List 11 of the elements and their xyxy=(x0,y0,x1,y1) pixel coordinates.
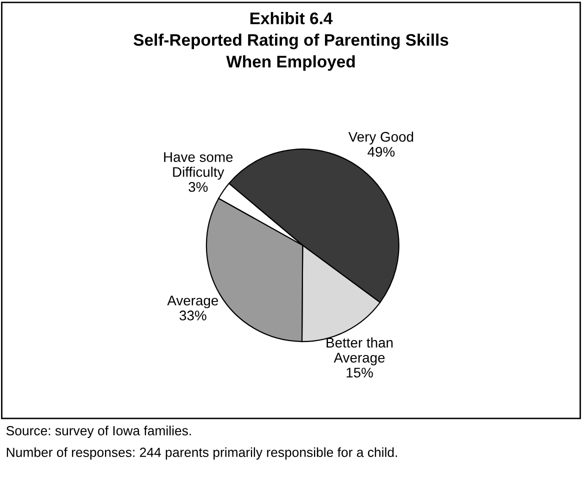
data-label: 3% xyxy=(188,182,208,192)
chart-title: Exhibit 6.4 Self-Reported Rating of Parenting Skills When Employed xyxy=(134,12,448,71)
data-label: 15% xyxy=(346,368,373,378)
slice-label: Average xyxy=(167,296,218,308)
data-label: 49% xyxy=(368,146,395,157)
slice-label: Have some Difficulty xyxy=(164,152,233,180)
source-note: Source: survey of Iowa families. xyxy=(6,426,191,438)
slice-label: Very Good xyxy=(348,132,414,145)
text: Number of responses: 244 parents primarily responsible for a child. xyxy=(6,447,397,460)
slice-label: Better than Average xyxy=(326,337,393,366)
data-label: 33% xyxy=(180,310,206,320)
